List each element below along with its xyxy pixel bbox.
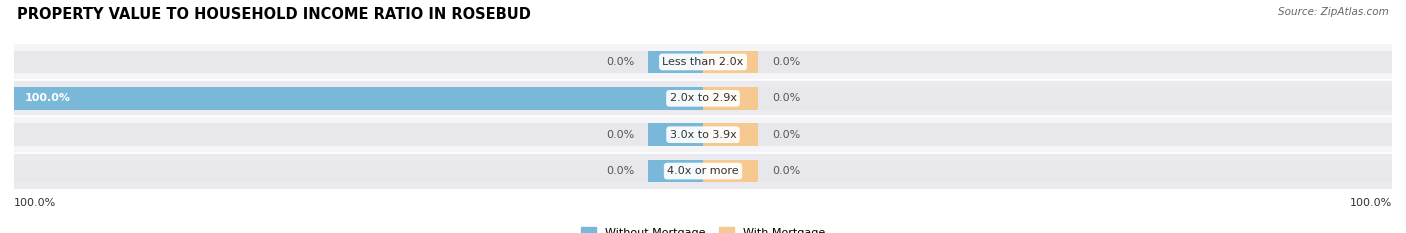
Text: 0.0%: 0.0% [772, 130, 800, 140]
Bar [14, 80, 1392, 116]
Bar [648, 123, 703, 146]
Bar [14, 153, 1392, 189]
Bar [14, 160, 703, 182]
Text: 0.0%: 0.0% [606, 130, 634, 140]
Bar [14, 116, 1392, 153]
Bar [703, 87, 1392, 110]
Bar [14, 87, 703, 110]
Text: 0.0%: 0.0% [606, 166, 634, 176]
Bar [703, 87, 758, 110]
Bar [648, 51, 703, 73]
Bar [14, 123, 703, 146]
Bar [703, 123, 1392, 146]
Text: Source: ZipAtlas.com: Source: ZipAtlas.com [1278, 7, 1389, 17]
Text: PROPERTY VALUE TO HOUSEHOLD INCOME RATIO IN ROSEBUD: PROPERTY VALUE TO HOUSEHOLD INCOME RATIO… [17, 7, 530, 22]
Text: 100.0%: 100.0% [24, 93, 70, 103]
Bar [648, 160, 703, 182]
Text: 0.0%: 0.0% [772, 57, 800, 67]
Text: Less than 2.0x: Less than 2.0x [662, 57, 744, 67]
Bar [14, 51, 703, 73]
Text: 3.0x to 3.9x: 3.0x to 3.9x [669, 130, 737, 140]
Text: 4.0x or more: 4.0x or more [668, 166, 738, 176]
Text: 0.0%: 0.0% [772, 93, 800, 103]
Bar [14, 87, 703, 110]
Text: 0.0%: 0.0% [772, 166, 800, 176]
Bar [703, 160, 758, 182]
Text: 2.0x to 2.9x: 2.0x to 2.9x [669, 93, 737, 103]
Bar [703, 51, 1392, 73]
Bar [648, 87, 703, 110]
Bar [703, 51, 758, 73]
Bar [14, 44, 1392, 80]
Bar [703, 123, 758, 146]
Legend: Without Mortgage, With Mortgage: Without Mortgage, With Mortgage [581, 227, 825, 233]
Text: 0.0%: 0.0% [606, 57, 634, 67]
Text: 100.0%: 100.0% [14, 198, 56, 208]
Bar [703, 160, 1392, 182]
Text: 100.0%: 100.0% [1350, 198, 1392, 208]
